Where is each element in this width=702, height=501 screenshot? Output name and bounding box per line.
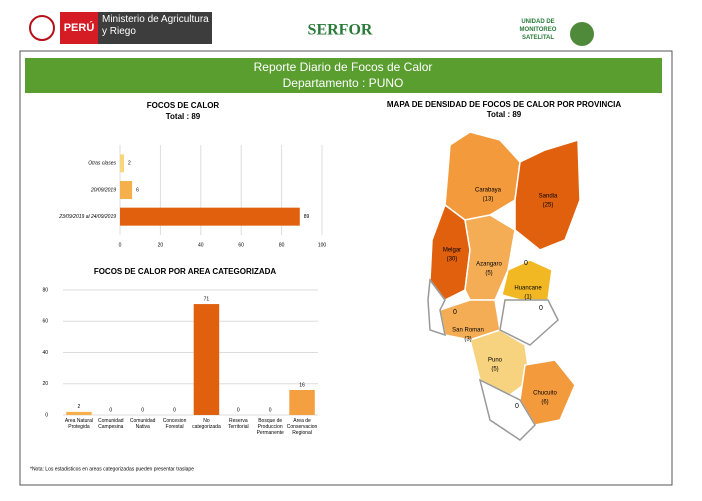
province-name: Carabaya bbox=[475, 188, 502, 194]
note: *Nota: Los estadisticos en areas categor… bbox=[30, 466, 194, 472]
emblem bbox=[29, 15, 55, 41]
x-tick-label: Comunidad Nativa bbox=[129, 418, 156, 430]
x-label-wrap: Area Natural Protegida bbox=[64, 418, 93, 430]
province-sandia bbox=[514, 138, 581, 251]
province-lampa bbox=[427, 278, 446, 337]
x-label-wrap: Area de Conservacion Regional bbox=[286, 418, 318, 436]
unit-logo bbox=[570, 22, 594, 46]
y-tick-label: 23/09/2019 al 24/09/2019 bbox=[58, 214, 116, 220]
x-tick-label: 60 bbox=[238, 242, 244, 248]
y-tick-label: 20 bbox=[42, 381, 48, 387]
value-label: 2 bbox=[128, 161, 131, 167]
y-tick-label: 20/09/2019 bbox=[90, 187, 116, 193]
province-count: (6) bbox=[541, 400, 548, 406]
map-labels: Carabaya (13) Sandia (25) Melgar (30) Azangaro… bbox=[443, 188, 558, 410]
province-count: (13) bbox=[483, 197, 494, 203]
value-label: 2 bbox=[78, 404, 81, 410]
map-subtitle: Total : 89 bbox=[487, 110, 522, 119]
banner bbox=[25, 58, 662, 93]
y-tick-label: 60 bbox=[42, 319, 48, 325]
zero-label: 0 bbox=[539, 305, 543, 312]
value-label: 71 bbox=[204, 296, 210, 302]
frame bbox=[19, 50, 673, 486]
unit: UNIDAD DE MONITOREO SATELITAL bbox=[519, 19, 557, 41]
value-label: 0 bbox=[173, 407, 176, 413]
value-label: 89 bbox=[304, 214, 310, 220]
x-tick-label: Concesion Forestal bbox=[162, 418, 187, 430]
province-count: (30) bbox=[447, 257, 458, 263]
y-tick-label: Otras clases bbox=[88, 161, 116, 167]
chart-subtitle: Total : 89 bbox=[166, 112, 201, 121]
banner-title: Reporte Diario de Focos de Calor bbox=[254, 60, 433, 74]
bar bbox=[120, 154, 125, 173]
y-tick-label: 40 bbox=[42, 350, 48, 356]
y-tick-label: 80 bbox=[42, 287, 48, 293]
value-label: 6 bbox=[136, 187, 139, 193]
x-tick-label: Area Natural Protegida bbox=[64, 418, 93, 430]
province-lake bbox=[499, 299, 559, 346]
province-count: (5) bbox=[491, 367, 498, 373]
x-tick-label: Area de Conservacion Regional bbox=[286, 418, 318, 436]
ministry-wrap: Ministerio de Agricultura y Riego bbox=[102, 14, 209, 37]
x-label-wrap: Bosque de Produccion Permanente bbox=[256, 418, 284, 436]
value-label: 0 bbox=[269, 407, 272, 413]
province-name: Melgar bbox=[443, 248, 461, 254]
ministry: Ministerio de Agricultura y Riego bbox=[102, 14, 209, 37]
bar bbox=[120, 181, 133, 199]
x-label-wrap: Reserva Territorial bbox=[228, 418, 249, 430]
zero-label: 0 bbox=[524, 260, 528, 267]
unit-wrap: UNIDAD DE MONITOREO SATELITAL bbox=[519, 19, 557, 41]
province-count: (5) bbox=[485, 271, 492, 277]
serfor: SERFOR bbox=[308, 22, 373, 39]
province-name: Chucuito bbox=[533, 391, 557, 397]
map bbox=[427, 131, 581, 441]
province-count: (25) bbox=[543, 203, 554, 209]
x-tick-label: 40 bbox=[198, 242, 204, 248]
zero-label: 0 bbox=[515, 403, 519, 410]
value-label: 0 bbox=[109, 407, 112, 413]
province-name: San Roman bbox=[452, 328, 484, 334]
province-elcollao bbox=[478, 378, 536, 441]
bar bbox=[66, 411, 92, 415]
peru-red bbox=[60, 12, 98, 44]
ministry-box bbox=[98, 12, 212, 44]
province-name: Puno bbox=[488, 358, 503, 364]
x-label-wrap: No categorizada bbox=[192, 418, 221, 430]
x-label-wrap: Concesion Forestal bbox=[162, 418, 187, 430]
value-label: 16 bbox=[299, 382, 305, 388]
chart-title: FOCOS DE CALOR POR AREA CATEGORIZADA bbox=[94, 267, 277, 276]
province-name: Sandia bbox=[539, 194, 558, 200]
country: PERÚ bbox=[64, 21, 95, 34]
province-carabaya bbox=[444, 131, 521, 221]
y-tick-label: 0 bbox=[45, 412, 48, 418]
x-label-wrap: Comunidad Nativa bbox=[129, 418, 156, 430]
x-tick-label: 80 bbox=[279, 242, 285, 248]
map-title: MAPA DE DENSIDAD DE FOCOS DE CALOR POR P… bbox=[387, 100, 621, 109]
x-label-wrap: Comunidad Campesina bbox=[98, 418, 124, 430]
value-label: 0 bbox=[141, 407, 144, 413]
x-tick-label: Comunidad Campesina bbox=[98, 418, 124, 430]
bar bbox=[289, 390, 315, 415]
bar bbox=[120, 207, 300, 226]
chart-title: FOCOS DE CALOR bbox=[147, 101, 220, 110]
x-tick-label: 0 bbox=[119, 242, 122, 248]
bar bbox=[193, 304, 220, 415]
value-label: 0 bbox=[237, 407, 240, 413]
x-tick-label: 100 bbox=[318, 242, 327, 248]
x-tick-label: 20 bbox=[158, 242, 164, 248]
zero-label: 0 bbox=[453, 309, 457, 316]
province-name: Huancane bbox=[514, 286, 542, 292]
x-tick-label: Reserva Territorial bbox=[228, 418, 249, 430]
province-count: (3) bbox=[464, 337, 471, 343]
x-tick-label: No categorizada bbox=[192, 418, 221, 430]
province-count: (1) bbox=[524, 295, 531, 301]
province-name: Azangaro bbox=[476, 262, 502, 268]
banner-subtitle: Departamento : PUNO bbox=[283, 76, 404, 90]
x-tick-label: Bosque de Produccion Permanente bbox=[256, 418, 284, 436]
